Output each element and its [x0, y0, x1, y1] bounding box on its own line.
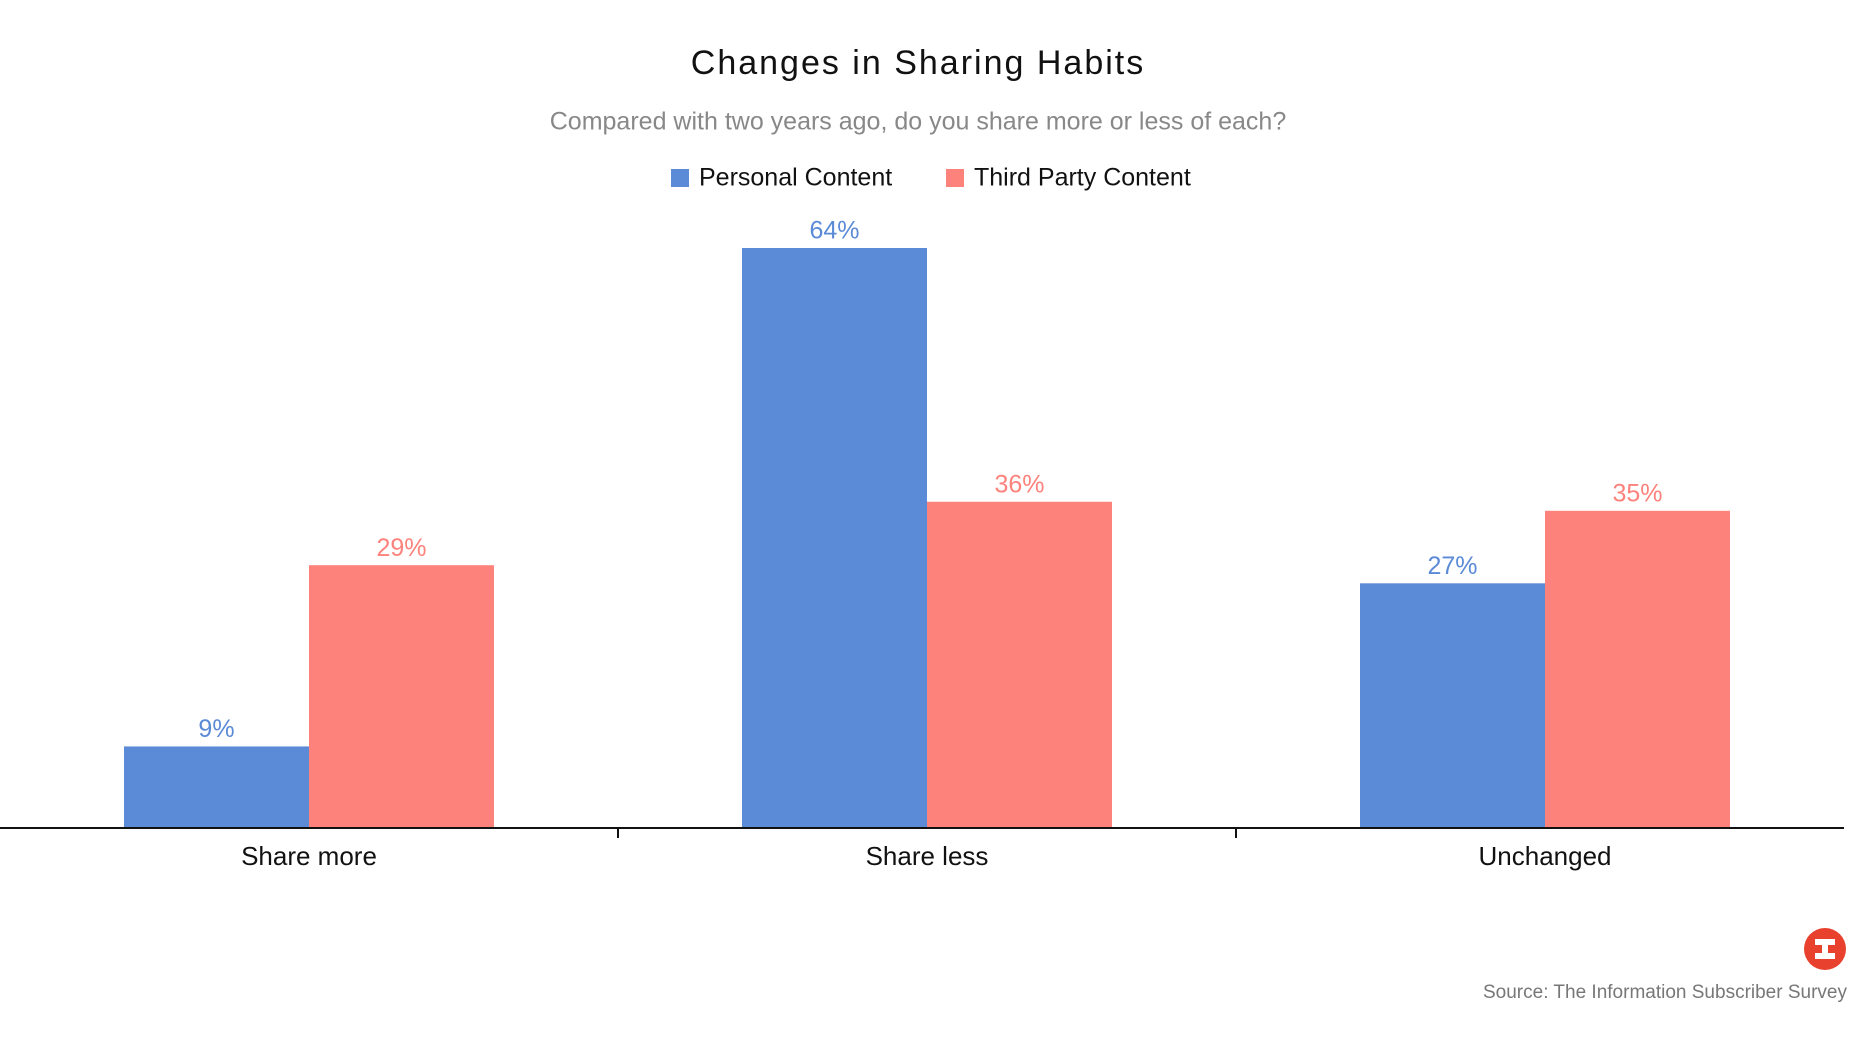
x-tick-label: Unchanged: [1479, 841, 1612, 871]
legend-label: Third Party Content: [974, 164, 1191, 192]
logo-glyph: [1815, 939, 1835, 959]
value-label: 36%: [994, 470, 1044, 498]
chart-title: Changes in Sharing Habits: [691, 44, 1145, 82]
x-tick-label: Share more: [241, 841, 377, 871]
bar: [124, 746, 309, 828]
legend-label: Personal Content: [699, 164, 892, 192]
value-label: 35%: [1612, 479, 1662, 507]
value-label: 27%: [1427, 552, 1477, 580]
x-tick-label: Share less: [866, 841, 989, 871]
bar: [1545, 510, 1730, 828]
legend-swatch: [946, 169, 964, 187]
bar: [927, 501, 1112, 828]
value-label: 64%: [809, 217, 859, 245]
bar: [1360, 583, 1545, 828]
source: Source: The Information Subscriber Surve…: [1483, 982, 1847, 1003]
bar: [742, 248, 927, 828]
chart-subtitle: Compared with two years ago, do you shar…: [550, 108, 1287, 136]
bar: [309, 565, 494, 828]
legend-swatch: [671, 169, 689, 187]
value-label: 9%: [198, 715, 234, 743]
value-label: 29%: [376, 534, 426, 562]
logo: [1804, 928, 1846, 970]
